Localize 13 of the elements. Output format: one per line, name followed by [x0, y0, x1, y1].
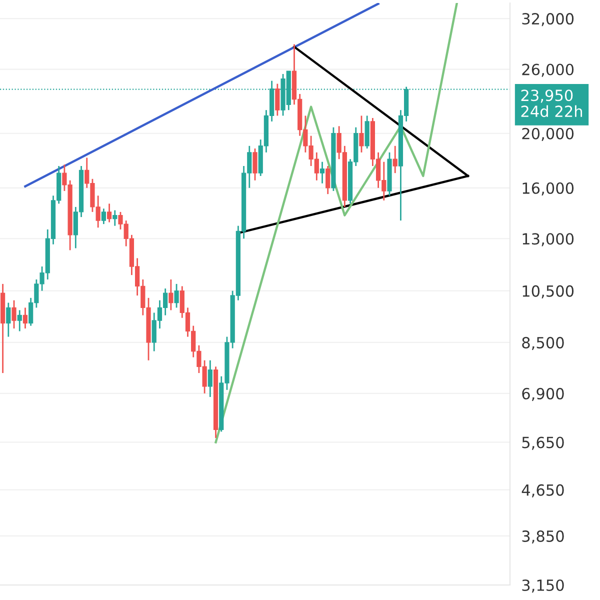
y-tick-label: 5,650	[522, 436, 564, 450]
y-tick-label: 10,500	[522, 285, 574, 298]
y-tick-label: 4,650	[522, 484, 564, 498]
y-tick-label: 13,000	[522, 233, 574, 246]
y-tick-label: 32,000	[522, 12, 574, 26]
y-tick-label: 26,000	[522, 64, 574, 77]
y-tick-label: 6,900	[522, 388, 564, 401]
y-tick-label: 3,150	[522, 579, 564, 593]
y-tick-label: 8,500	[522, 336, 564, 350]
y-tick-label: 3,850	[522, 530, 564, 544]
ref-line-label: 23,950 24d 22h	[521, 90, 582, 118]
y-tick-label: 20,000	[522, 128, 574, 141]
y-tick-label: 16,000	[522, 182, 574, 196]
